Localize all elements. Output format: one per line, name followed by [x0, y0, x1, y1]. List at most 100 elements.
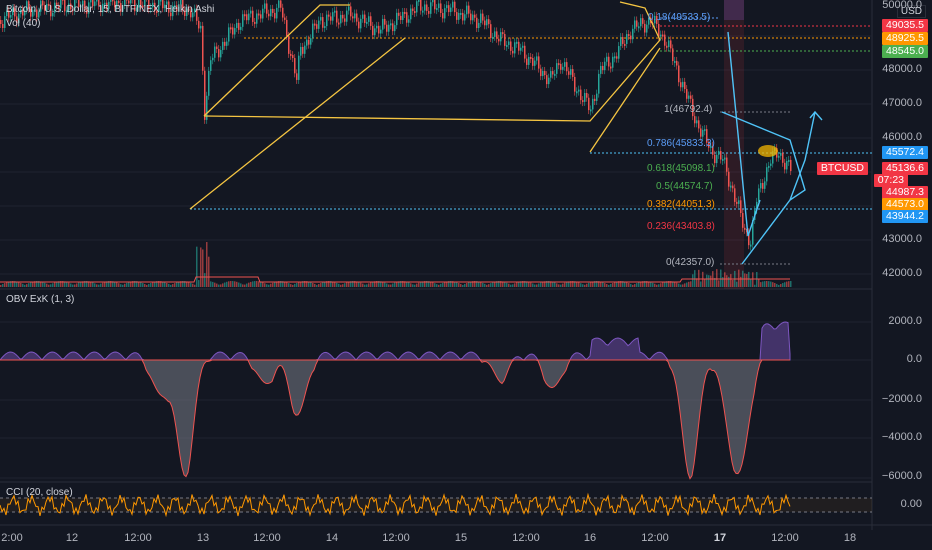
volume-bar — [564, 282, 566, 287]
volume-bar — [400, 281, 402, 287]
volume-bar — [686, 282, 688, 287]
obv-axis-label: 2000.0 — [888, 315, 922, 327]
fib-level-label[interactable]: 0.18(49533.5) — [648, 12, 711, 23]
candle-body — [318, 20, 320, 29]
volume-bar — [360, 282, 362, 287]
volume-bar — [378, 281, 380, 287]
fib-level-label[interactable]: 0.382(44051.3) — [647, 199, 715, 210]
volume-bar — [60, 281, 62, 287]
candle-body — [224, 41, 226, 46]
volume-bar — [178, 281, 180, 287]
candle-body — [466, 5, 468, 15]
volume-bar — [380, 281, 382, 287]
volume-bars — [0, 242, 792, 287]
volume-bar — [656, 284, 658, 287]
cci-legend[interactable]: CCI (20, close) — [6, 487, 73, 498]
fib-level-label[interactable]: 0.618(45098.1) — [647, 163, 715, 174]
candle-body — [464, 14, 466, 21]
candle-body — [80, 5, 82, 8]
volume-bar — [480, 282, 482, 287]
volume-bar — [412, 284, 414, 287]
volume-bar — [630, 283, 632, 287]
volume-bar — [454, 281, 456, 287]
candle-body — [576, 91, 578, 94]
time-axis-label: 18 — [843, 532, 857, 544]
volume-bar — [612, 282, 614, 287]
candle-body — [300, 46, 302, 56]
fib-level-label[interactable]: 1(46792.4) — [664, 104, 713, 115]
candle-body — [182, 0, 184, 11]
candle-body — [186, 8, 188, 16]
candle-body — [564, 62, 566, 67]
projection-drawings[interactable] — [721, 31, 823, 265]
volume-bar — [118, 283, 120, 287]
volume-bar — [316, 284, 318, 287]
candle-body — [488, 19, 490, 25]
candle-body — [238, 22, 240, 30]
volume-bar — [634, 284, 636, 287]
volume-bar — [730, 274, 732, 287]
candle-body — [520, 47, 522, 51]
volume-bar — [452, 281, 454, 287]
volume-bar — [776, 283, 778, 287]
candle-body — [48, 3, 50, 6]
candle-body — [708, 142, 710, 148]
volume-bar — [408, 282, 410, 287]
candle-body — [534, 60, 536, 66]
candle-body — [158, 0, 160, 12]
candle-body — [258, 13, 260, 16]
candle-body — [130, 0, 132, 4]
candle-body — [496, 31, 498, 39]
candle-body — [124, 0, 126, 5]
candle-body — [720, 150, 722, 160]
volume-bar — [248, 282, 250, 287]
candle-body — [604, 61, 606, 71]
volume-bar — [750, 278, 752, 287]
volume-bar — [766, 281, 768, 287]
currency-label[interactable]: USD — [896, 5, 926, 18]
candle-body — [624, 43, 626, 46]
symbol-title[interactable]: Bitcoin / U.S. Dollar, 15, BITFINEX, Hei… — [6, 4, 215, 15]
fib-level-label[interactable]: 0.786(45833.3) — [647, 138, 715, 149]
candle-body — [556, 63, 558, 74]
volume-bar — [256, 281, 258, 287]
volume-bar — [778, 284, 780, 287]
candle-body — [292, 55, 294, 59]
volume-bar — [174, 283, 176, 287]
fib-level-label[interactable]: 0(42357.0) — [666, 257, 715, 268]
time-axis-label: 12:00 — [382, 532, 410, 544]
volume-bar — [404, 281, 406, 287]
volume-bar — [714, 277, 716, 287]
volume-bar — [336, 282, 338, 287]
volume-bar — [658, 284, 660, 287]
candle-body — [246, 14, 248, 21]
price-label: 43000.0 — [882, 233, 922, 245]
volume-bar — [146, 284, 148, 287]
price-tag-orange: 48925.5 — [882, 32, 928, 45]
fib-level-label[interactable]: 0.236(43403.8) — [647, 221, 715, 232]
volume-bar — [680, 284, 682, 287]
volume-bar — [14, 281, 16, 287]
trendline-drawings[interactable] — [189, 1, 661, 210]
candle-body — [222, 41, 224, 51]
obv-legend[interactable]: OBV ExK (1, 3) — [6, 294, 75, 305]
candle-body — [544, 70, 546, 76]
candle-body — [282, 7, 284, 18]
volume-legend[interactable]: Vol (40) — [6, 18, 41, 29]
candle-body — [404, 11, 406, 14]
candle-body — [350, 6, 352, 17]
candle-body — [512, 50, 514, 54]
volume-bar — [126, 282, 128, 287]
volume-bar — [544, 281, 546, 287]
last-price-tag: 45136.6 — [882, 162, 928, 175]
volume-bar — [558, 284, 560, 287]
volume-bar — [12, 281, 14, 287]
volume-bar — [196, 246, 198, 287]
candle-body — [418, 0, 420, 2]
fib-level-label[interactable]: 0.5(44574.7) — [656, 181, 713, 192]
volume-bar — [300, 281, 302, 287]
volume-bar — [614, 282, 616, 287]
price-label: 42000.0 — [882, 267, 922, 279]
candle-body — [190, 10, 192, 18]
